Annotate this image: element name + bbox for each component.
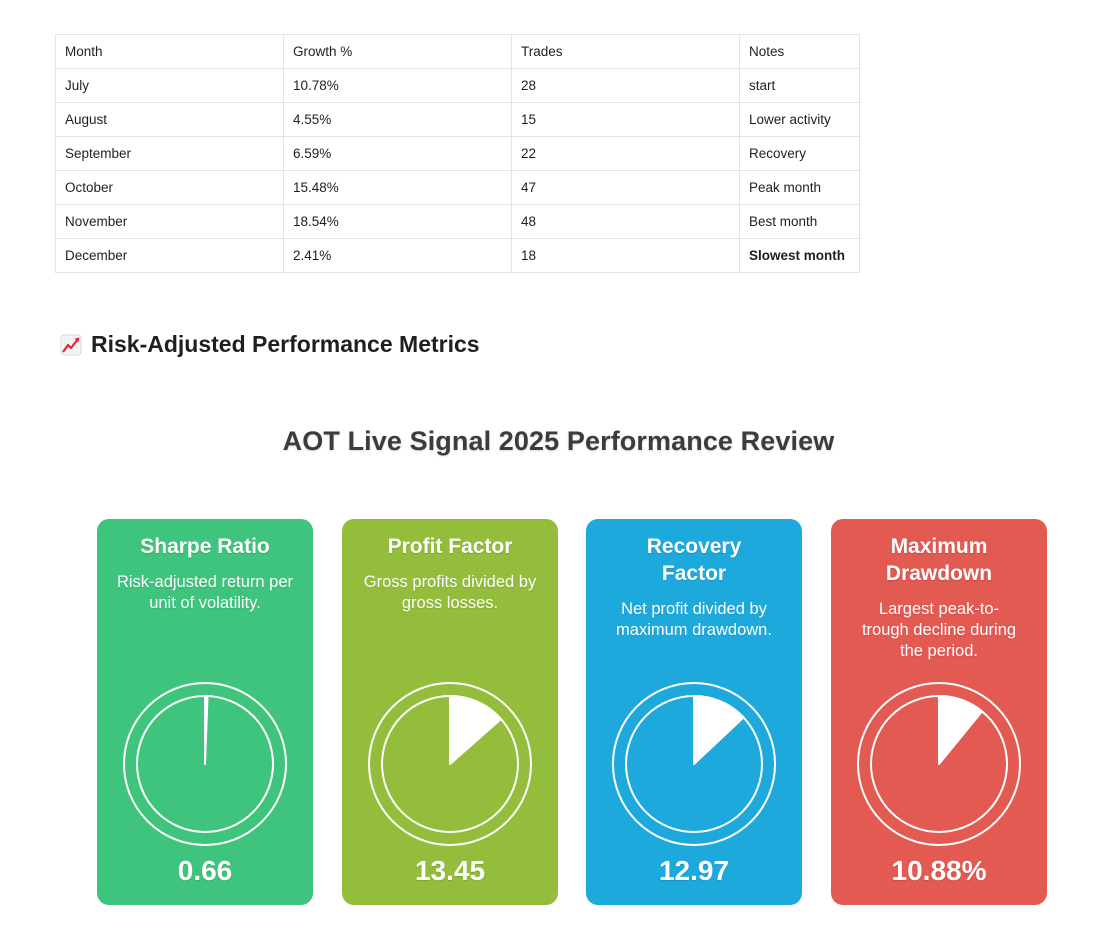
table-row: September 6.59% 22 Recovery [55,136,860,171]
gauge-fill-wedge [938,695,984,765]
table-row: November 18.54% 48 Best month [55,204,860,239]
card-value: 10.88% [891,855,987,886]
recovery-factor-card: Recovery Factor Net profit divided by ma… [586,519,802,905]
maximum-drawdown-card: Maximum Drawdown Largest peak-to-trough … [831,519,1047,905]
cell-growth: 18.54% [283,204,512,239]
cell-trades: 47 [511,170,740,205]
cell-growth: 15.48% [283,170,512,205]
cell-notes: Slowest month [739,238,860,273]
gauge-icon [612,682,776,846]
section-heading: Risk-Adjusted Performance Metrics [60,331,480,358]
cell-trades: 28 [511,68,740,103]
header-trades: Trades [511,34,740,69]
gauge-outer-ring [612,682,776,846]
cell-month: September [55,136,284,171]
card-title: Recovery Factor [646,535,742,585]
cell-notes: Peak month [739,170,860,205]
cell-trades: 15 [511,102,740,137]
cell-month: August [55,102,284,137]
cell-month: July [55,68,284,103]
table-row: August 4.55% 15 Lower activity [55,102,860,137]
chart-increasing-icon [60,334,82,356]
card-description: Gross profits divided by gross losses. [363,573,537,612]
gauge-fill-wedge [204,695,209,765]
gauge-outer-ring [857,682,1021,846]
gauge-outer-ring [368,682,532,846]
header-month: Month [55,34,284,69]
gauge-fill-wedge [693,695,745,765]
header-growth: Growth % [283,34,512,69]
card-description: Risk-adjusted return per unit of volatil… [116,573,294,612]
card-description: Largest peak-to-trough decline during th… [861,600,1017,660]
table-row: December 2.41% 18 Slowest month [55,238,860,273]
profit-factor-card: Profit Factor Gross profits divided by g… [342,519,558,905]
gauge-outer-ring [123,682,287,846]
cell-trades: 22 [511,136,740,171]
gauge-icon [123,682,287,846]
sharpe-ratio-card: Sharpe Ratio Risk-adjusted return per un… [97,519,313,905]
card-title: Maximum Drawdown [885,535,993,585]
cell-growth: 6.59% [283,136,512,171]
card-description: Net profit divided by maximum drawdown. [616,600,772,639]
table-row: July 10.78% 28 start [55,68,860,103]
infographic-title: AOT Live Signal 2025 Performance Review [282,426,835,456]
card-title: Sharpe Ratio [140,535,270,558]
card-value: 0.66 [177,855,233,886]
table-row: October 15.48% 47 Peak month [55,170,860,205]
section-heading-text: Risk-Adjusted Performance Metrics [91,331,480,357]
cell-growth: 10.78% [283,68,512,103]
cell-growth: 4.55% [283,102,512,137]
cell-month: December [55,238,284,273]
cell-growth: 2.41% [283,238,512,273]
header-notes: Notes [739,34,860,69]
cell-month: October [55,170,284,205]
card-value: 13.45 [414,855,486,886]
card-value: 12.97 [658,855,730,886]
cell-notes: start [739,68,860,103]
cell-notes: Best month [739,204,860,239]
cell-month: November [55,204,284,239]
cell-trades: 48 [511,204,740,239]
cell-notes: Recovery [739,136,860,171]
card-title: Profit Factor [387,535,513,558]
cell-trades: 18 [511,238,740,273]
cell-notes: Lower activity [739,102,860,137]
gauge-icon [857,682,1021,846]
table-header-row: Month Growth % Trades Notes [55,34,860,69]
gauge-icon [368,682,532,846]
gauge-fill-wedge [449,695,503,765]
monthly-growth-table: Month Growth % Trades Notes July 10.78% … [55,34,860,273]
